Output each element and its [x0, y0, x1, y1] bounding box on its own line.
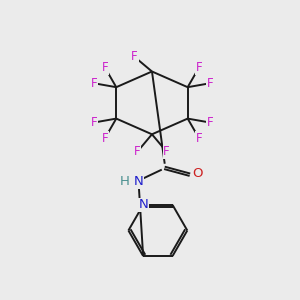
- Text: O: O: [192, 167, 202, 180]
- Text: F: F: [102, 132, 108, 145]
- Text: N: N: [133, 175, 143, 188]
- Text: F: F: [134, 145, 141, 158]
- Text: F: F: [207, 116, 213, 129]
- Text: F: F: [131, 50, 138, 64]
- Text: F: F: [163, 145, 170, 158]
- Text: F: F: [207, 77, 213, 90]
- Text: F: F: [91, 116, 97, 129]
- Text: N: N: [138, 199, 148, 212]
- Text: F: F: [196, 132, 202, 145]
- Text: F: F: [91, 77, 97, 90]
- Text: H: H: [119, 175, 129, 188]
- Text: F: F: [196, 61, 202, 74]
- Text: F: F: [102, 61, 108, 74]
